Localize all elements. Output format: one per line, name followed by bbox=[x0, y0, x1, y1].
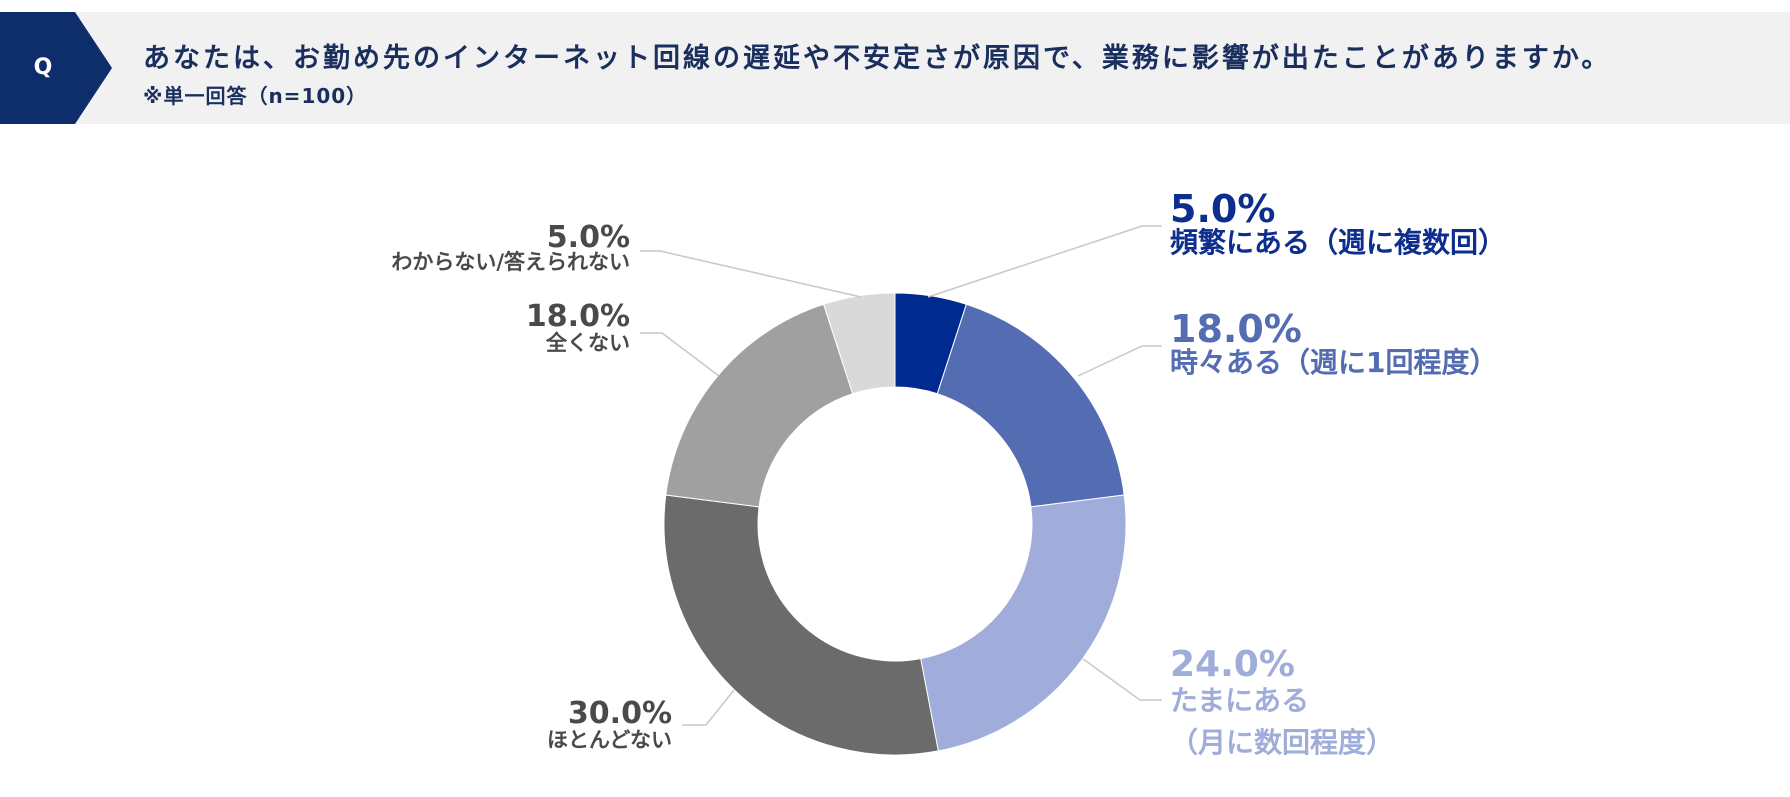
slice-category-label: たまにある bbox=[1170, 684, 1309, 717]
leader-line bbox=[682, 689, 735, 726]
donut-slice bbox=[822, 292, 896, 395]
slice-category-label: 頻繁にある（週に複数回） bbox=[1170, 226, 1506, 259]
badge-chevron-shape bbox=[0, 12, 112, 124]
slice-category-label: 時々ある（週に1回程度） bbox=[1170, 346, 1497, 379]
donut-slice bbox=[936, 303, 1125, 508]
slice-category-label: 全くない bbox=[545, 331, 630, 355]
slice-value-label: 5.0% bbox=[1170, 187, 1275, 231]
leader-line bbox=[1077, 345, 1162, 377]
donut-slice bbox=[920, 494, 1127, 752]
slice-category-label: ほとんどない bbox=[547, 728, 672, 752]
slice-value-label: 5.0% bbox=[547, 220, 630, 255]
slice-category-label: （月に数回程度） bbox=[1170, 726, 1394, 759]
question-badge-letter: Q bbox=[33, 55, 53, 80]
badge-chevron bbox=[0, 12, 112, 124]
leader-line bbox=[1082, 658, 1162, 701]
slice-value-label: 30.0% bbox=[568, 696, 672, 731]
question-badge: Q bbox=[0, 12, 115, 124]
question-header: Q あなたは、お勤め先のインターネット回線の遅延や不安定さが原因で、業務に影響が… bbox=[0, 12, 1790, 124]
leader-line bbox=[640, 250, 862, 298]
question-text: あなたは、お勤め先のインターネット回線の遅延や不安定さが原因で、業務に影響が出た… bbox=[143, 43, 1612, 74]
slice-category-label: わからない/答えられない bbox=[391, 250, 630, 274]
response-note: ※単一回答（n=100） bbox=[143, 84, 368, 108]
leader-line bbox=[927, 225, 1162, 298]
slice-value-label: 18.0% bbox=[1170, 307, 1302, 351]
slice-value-label: 24.0% bbox=[1170, 644, 1295, 685]
donut-slice bbox=[665, 303, 854, 508]
slice-value-label: 18.0% bbox=[526, 299, 630, 334]
leader-line bbox=[640, 332, 720, 377]
donut-slice bbox=[663, 494, 939, 756]
